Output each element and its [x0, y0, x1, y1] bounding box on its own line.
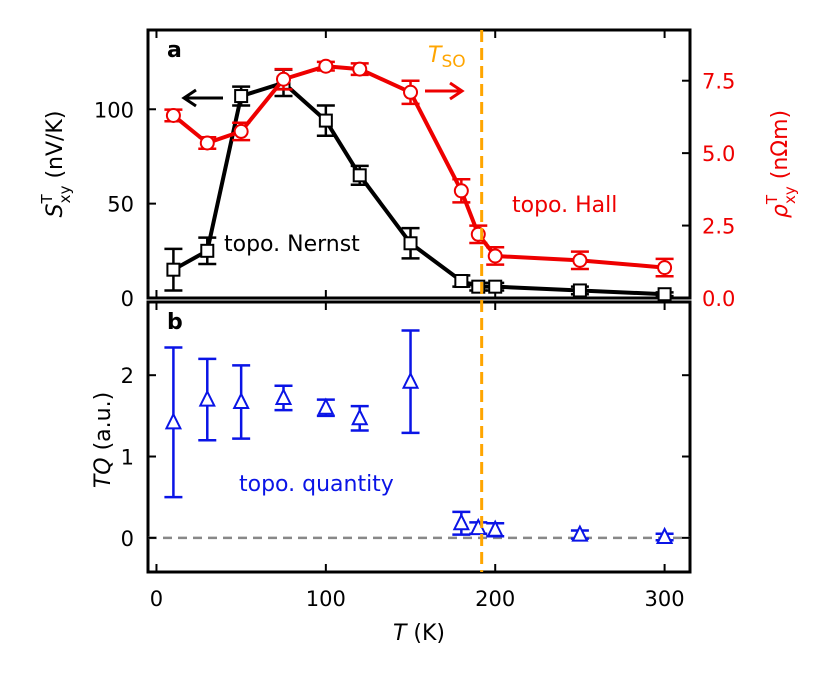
panel-a-right-axis: 0.0 2.5 5.0 7.5 — [682, 70, 735, 311]
left-ylabel-sub: xy — [56, 185, 74, 203]
data-point-circle — [165, 107, 181, 123]
right-ylabel-sup: T — [763, 194, 781, 205]
b-ylabel-rest: (a.u.) — [91, 392, 116, 458]
panel-b-ylabel: TQ (a.u.) — [91, 392, 116, 488]
tso-label-main: T — [428, 43, 443, 68]
data-point-square — [488, 279, 503, 294]
data-point-circle — [352, 61, 368, 77]
b-left-tick-label: 0 — [121, 527, 134, 551]
left-tick-label: 0 — [121, 287, 134, 311]
left-tick-label: 100 — [94, 98, 134, 122]
right-ylabel-base: ρ — [768, 204, 793, 218]
data-point-triangle — [401, 371, 420, 389]
data-point-triangle — [198, 389, 216, 407]
data-point-square — [454, 274, 469, 289]
right-tick-label: 2.5 — [702, 215, 735, 239]
panel-a-left-axis: 0 50 100 — [94, 98, 156, 311]
right-ylabel-unit: (nΩm) — [768, 110, 793, 186]
left-ylabel-base: S — [43, 203, 68, 217]
panel-a-letter: a — [167, 38, 182, 63]
panel-a: 0 50 100 0.0 2.5 5.0 7.5 a topo. Nernst topo.… — [38, 28, 799, 311]
panel-a-frame — [146, 28, 692, 300]
right-tick-label: 7.5 — [702, 70, 735, 94]
left-tick-label: 50 — [107, 193, 134, 217]
data-point-circle — [318, 58, 334, 74]
panel-b-frame — [146, 300, 692, 574]
data-point-square — [657, 287, 672, 302]
data-point-triangle — [486, 519, 504, 537]
b-left-tick-label: 2 — [121, 364, 134, 388]
left-ylabel-sup: T — [38, 193, 56, 204]
right-tick-label: 5.0 — [702, 142, 735, 166]
data-point-square — [166, 262, 181, 277]
data-point-triangle — [351, 408, 369, 426]
tso-label: TSO — [428, 43, 466, 72]
data-point-triangle — [655, 526, 674, 545]
data-point-triangle — [317, 397, 335, 415]
panel-b-series — [164, 329, 674, 545]
data-point-square — [352, 168, 367, 183]
data-point-circle — [453, 183, 469, 199]
panel-b-letter: b — [167, 310, 183, 335]
data-point-circle — [572, 252, 588, 268]
x-tick-label: 200 — [475, 587, 515, 611]
left-ylabel-unit: (nV/K) — [43, 111, 68, 186]
topo-nernst-label: topo. Nernst — [224, 232, 360, 257]
panel-a-right-ylabel: ρTxy (nΩm) — [763, 110, 799, 218]
data-point-triangle — [571, 524, 589, 542]
panel-b-left-axis: 0 1 2 — [121, 364, 690, 551]
tso-label-sub: SO — [441, 52, 465, 72]
right-tick-label: 0.0 — [702, 287, 735, 311]
xlabel-rest: (K) — [406, 621, 445, 646]
data-point-square — [200, 243, 215, 258]
x-tick-label: 100 — [306, 587, 346, 611]
topo-quantity-label: topo. quantity — [239, 472, 394, 497]
right-ylabel-sub: xy — [781, 186, 799, 204]
data-point-circle — [199, 135, 215, 151]
data-point-circle — [403, 84, 419, 100]
panel-b: 0 1 2 0 100 200 300 b topo. quantity TQ (a.u.… — [91, 300, 692, 646]
xlabel-italic: T — [393, 621, 408, 646]
right-arrow-icon — [425, 81, 465, 101]
data-point-square — [234, 89, 249, 104]
data-point-square — [572, 283, 587, 298]
data-point-circle — [657, 260, 673, 276]
data-point-triangle — [164, 412, 183, 430]
topo-hall-label: topo. Hall — [512, 193, 617, 218]
b-ylabel-italic: TQ — [91, 457, 116, 488]
data-point-circle — [233, 123, 249, 139]
panel-a-series — [164, 58, 674, 302]
data-point-square — [403, 236, 418, 251]
data-point-triangle — [452, 512, 470, 531]
x-tick-label: 300 — [645, 587, 685, 611]
panel-b-x-axis: 0 100 200 300 — [150, 302, 685, 611]
panel-a-left-ylabel: STxy (nV/K) — [38, 111, 74, 218]
b-left-tick-label: 1 — [121, 446, 134, 470]
data-point-circle — [487, 248, 503, 264]
x-axis-label: T (K) — [393, 621, 445, 646]
data-point-circle — [276, 71, 291, 87]
left-arrow-icon — [181, 88, 223, 108]
data-point-triangle — [232, 391, 250, 410]
data-point-triangle — [274, 387, 293, 405]
x-tick-label: 0 — [150, 587, 163, 611]
data-point-square — [318, 113, 333, 128]
